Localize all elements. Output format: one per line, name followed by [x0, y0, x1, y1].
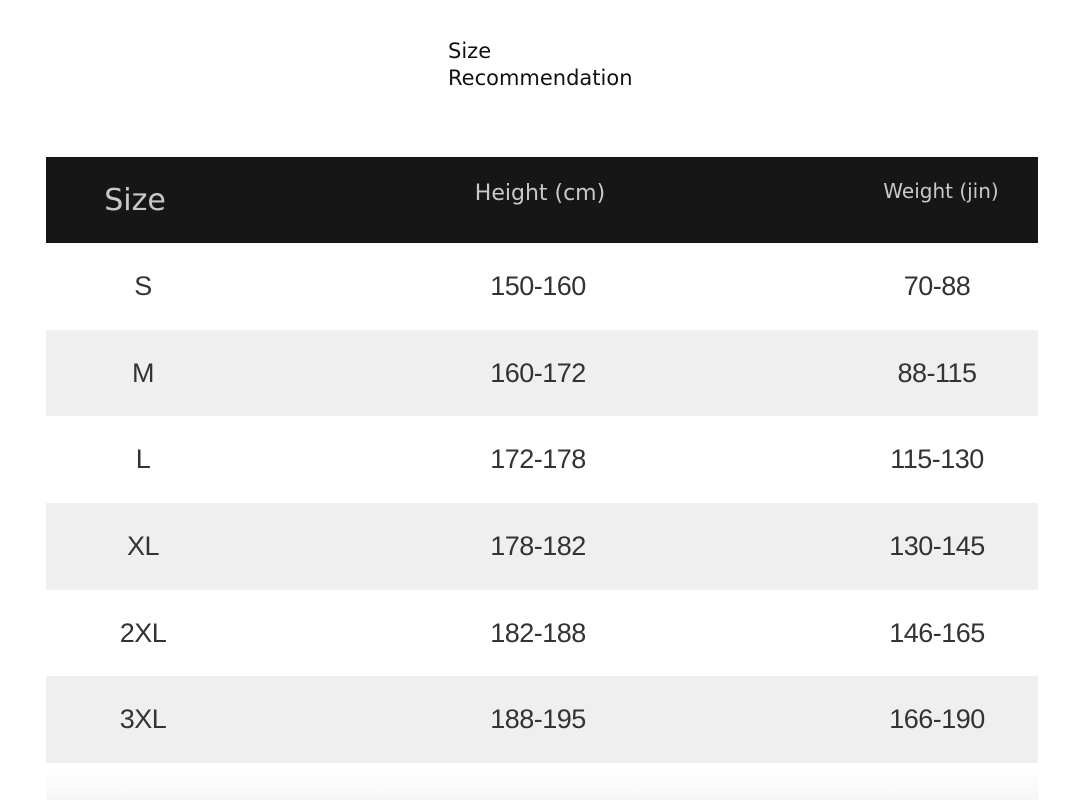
table-cell: 115-130	[890, 444, 984, 475]
table-cell: 188-195	[490, 704, 586, 735]
table-cell: 130-145	[889, 530, 985, 561]
table-cell: 70-88	[903, 270, 971, 301]
table-cell: 2XL	[119, 617, 167, 648]
table-cell: M	[132, 357, 155, 388]
table-fade	[46, 770, 1038, 800]
table-row: 3XL 188-195 166-190	[46, 676, 1038, 764]
table-cell: 150-160	[490, 270, 586, 301]
column-header: Weight (jin)	[883, 179, 999, 203]
column-header: Size	[104, 182, 166, 218]
table-cell: 166-190	[889, 704, 985, 735]
table-row: S 150-160 70-88	[46, 243, 1038, 330]
table-cell: 88-115	[897, 357, 977, 388]
table-row: 2XL 182-188 146-165	[46, 590, 1038, 677]
table-cell: XL	[126, 530, 160, 561]
page-title: Size Recommendation	[448, 39, 633, 90]
table-cell: 178-182	[490, 530, 586, 561]
table-row: L 172-178 115-130	[46, 416, 1038, 503]
table-cell: 3XL	[119, 704, 167, 735]
table-cell: 146-165	[889, 617, 985, 648]
table-cell: L	[135, 444, 151, 475]
table-cell: 182-188	[490, 617, 586, 648]
table-cell: 172-178	[490, 444, 586, 475]
column-header: Height (cm)	[474, 180, 606, 206]
header-row: Size Height (cm) Weight (jin)	[46, 157, 1038, 243]
table-row: M 160-172 88-115	[46, 329, 1038, 417]
table-cell: 160-172	[490, 357, 586, 388]
table-row: XL 178-182 130-145	[46, 503, 1038, 590]
size-table: Size Height (cm) Weight (jin) S 150-160 70-88…	[46, 157, 1038, 764]
table-cell: S	[134, 270, 152, 301]
